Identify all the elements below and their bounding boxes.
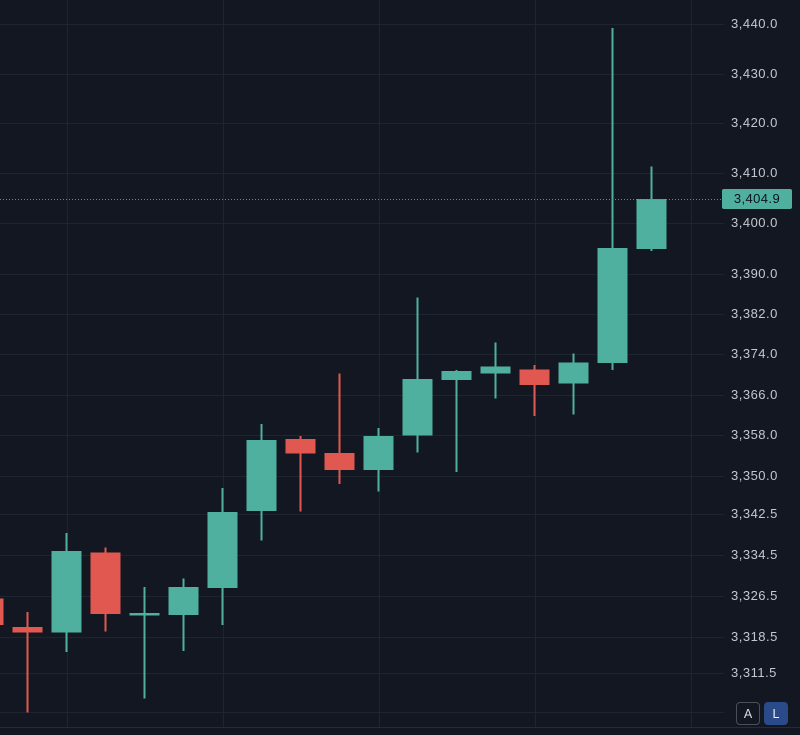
price-tick-label: 3,400.0 [731, 215, 778, 230]
price-tick-label: 3,350.0 [731, 468, 778, 483]
candle-wick-up [611, 27, 614, 370]
candle-wick-down [533, 364, 536, 416]
price-tick-label: 3,430.0 [731, 66, 778, 81]
candle-body-up [207, 512, 238, 589]
candle-body-down [519, 369, 550, 386]
candle-body-up [246, 439, 277, 512]
price-tick-label: 3,318.5 [731, 629, 778, 644]
candle-body-down [90, 552, 121, 614]
candle-body-up [636, 198, 667, 249]
price-tick-label: 3,390.0 [731, 266, 778, 281]
candle-body-up [597, 247, 628, 363]
candle-wick-down [26, 611, 29, 713]
candle-body-down [0, 598, 4, 626]
candle-body-up [168, 587, 199, 615]
price-tick-label: 3,334.5 [731, 547, 778, 562]
log-scale-button[interactable]: L [764, 702, 788, 725]
candle-wick-up [416, 297, 419, 453]
price-tick-label: 3,374.0 [731, 346, 778, 361]
candle-body-up [402, 378, 433, 436]
price-tick-label: 3,342.5 [731, 506, 778, 521]
price-tick-label: 3,420.0 [731, 115, 778, 130]
candle-body-up [441, 370, 472, 380]
price-tick-label: 3,410.0 [731, 165, 778, 180]
candle-body-down [12, 627, 43, 633]
price-tick-label: 3,326.5 [731, 588, 778, 603]
price-tick-label: 3,382.0 [731, 306, 778, 321]
candle-body-up [363, 436, 394, 470]
price-tick-label: 3,440.0 [731, 16, 778, 31]
candle-body-down [324, 453, 355, 470]
candle-body-down [285, 438, 316, 454]
price-tick-label: 3,358.0 [731, 427, 778, 442]
price-tick-label: 3,366.0 [731, 387, 778, 402]
auto-scale-button[interactable]: A [736, 702, 760, 725]
current-price-label: 3,404.9 [722, 189, 792, 209]
scale-buttons: A L [736, 702, 788, 725]
candle-body-up [129, 612, 160, 616]
price-axis[interactable]: 3,404.9 3,440.0 3,430.0 3,420.0 3,410.0 3,40… [700, 0, 800, 727]
candle-wick-down [338, 373, 341, 485]
price-tick-label: 3,311.5 [731, 665, 777, 680]
candle-wick-down [299, 436, 302, 512]
candle-body-up [480, 366, 511, 374]
candle-wick-up [143, 587, 146, 699]
time-axis-separator [0, 727, 800, 728]
candle-body-up [51, 550, 82, 633]
candle-wick-up [455, 369, 458, 472]
candle-wick-up [572, 353, 575, 415]
candle-body-up [558, 362, 589, 384]
